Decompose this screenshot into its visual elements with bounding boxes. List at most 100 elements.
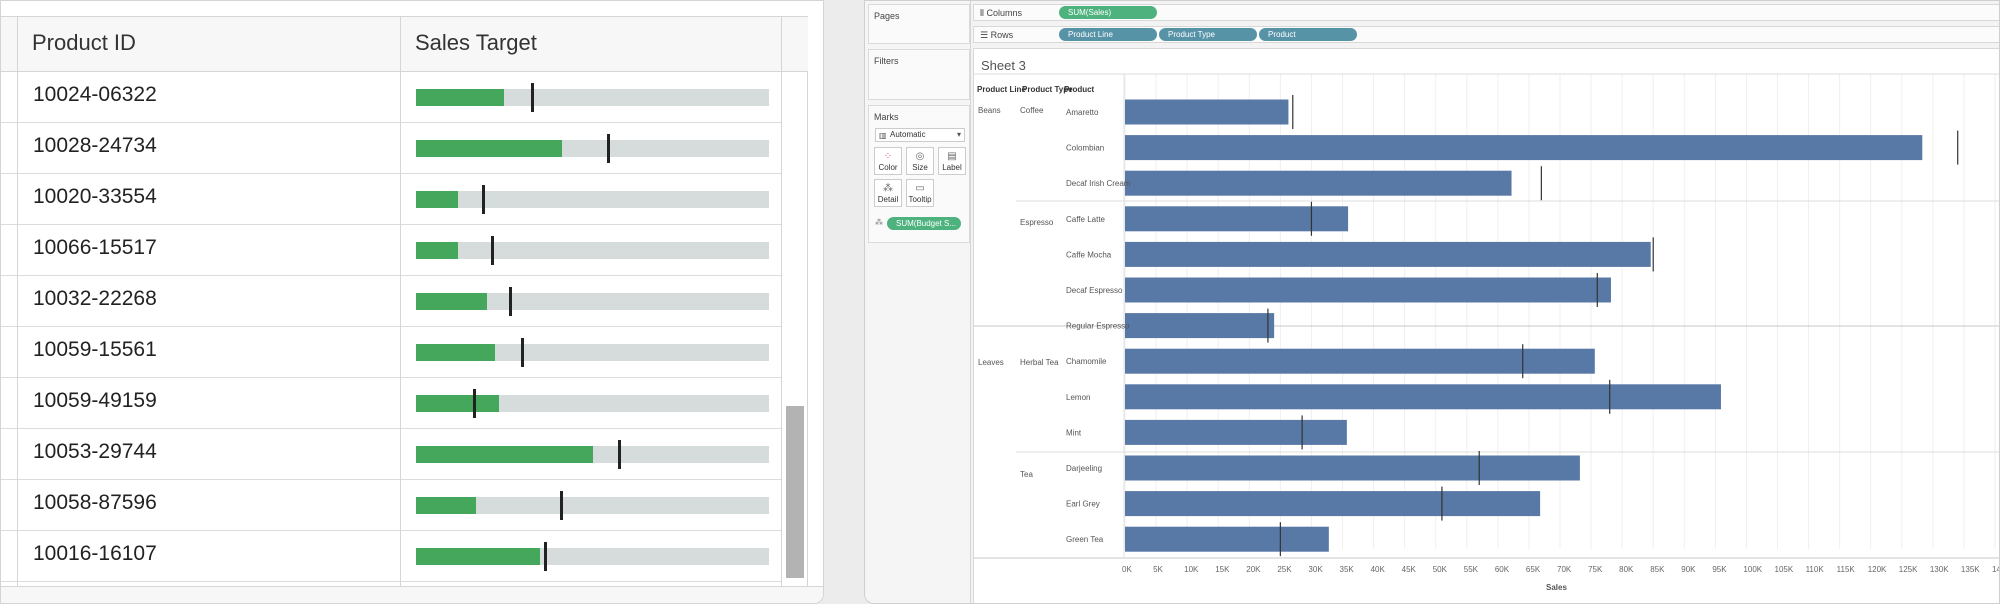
x-tick-label: 60K	[1495, 565, 1510, 574]
color-button-label: Color	[878, 163, 898, 172]
row-header-product[interactable]: Product	[1064, 85, 1095, 94]
sales-bar-chart: Amaretto Colombian Decaf Irish Cream Caffe …	[974, 73, 2000, 592]
product-id-header[interactable]: Product ID	[18, 16, 401, 72]
marks-card-title: Marks	[874, 112, 899, 122]
detail-icon: ⁂	[883, 183, 893, 194]
product-type-pill[interactable]: Product Type	[1159, 28, 1257, 41]
table-row[interactable]: 10066-15517	[1, 225, 781, 276]
filters-card-title: Filters	[874, 56, 899, 66]
x-tick-label: 80K	[1619, 565, 1634, 574]
sales-fill-bar	[416, 344, 496, 361]
row-header-product-line[interactable]: Product Line	[977, 85, 1026, 94]
product-id-header-label: Product ID	[32, 30, 136, 55]
filters-card[interactable]: Filters	[868, 49, 970, 100]
product-label: Lemon	[1066, 393, 1090, 402]
label-button-label: Label	[942, 163, 962, 172]
label-button[interactable]: ▤ Label	[938, 147, 966, 175]
table-row[interactable]: 10024-06322	[1, 72, 781, 123]
columns-shelf-label: ⦀ Columns	[980, 8, 1022, 18]
target-marker	[520, 338, 524, 367]
product-type-label: Espresso	[1020, 218, 1054, 227]
x-tick-label: 75K	[1588, 565, 1603, 574]
sales-fill-bar	[416, 140, 563, 157]
product-id-cell: 10028-24734	[33, 134, 157, 157]
column-divider	[781, 16, 782, 586]
rows-shelf-label: ☰ Rows	[980, 30, 1014, 40]
product-pill[interactable]: Product	[1259, 28, 1357, 41]
rows-shelf-text: Rows	[990, 30, 1014, 40]
vertical-scrollbar-thumb[interactable]	[786, 406, 804, 578]
table-row[interactable]: 10032-22268	[1, 276, 781, 327]
sales-fill-bar	[416, 395, 499, 412]
sales-fill-bar	[416, 293, 487, 310]
table-row[interactable]: 10016-16107	[1, 531, 781, 582]
tooltip-button[interactable]: ▭ Tooltip	[906, 179, 934, 207]
table-row[interactable]: 10058-87596	[1, 480, 781, 531]
label-icon: ▤	[947, 151, 957, 162]
sales-bar	[1125, 313, 1275, 339]
x-tick-label: 105K	[1775, 565, 1794, 574]
product-type-pill-label: Product Type	[1168, 30, 1215, 39]
column-divider	[17, 16, 18, 586]
x-tick-label: 125K	[1899, 565, 1918, 574]
size-button[interactable]: ◎ Size	[906, 147, 934, 175]
product-label: Amaretto	[1066, 108, 1099, 117]
tooltip-button-label: Tooltip	[908, 195, 932, 204]
x-tick-label: 135K	[1961, 565, 1980, 574]
target-marker	[543, 542, 547, 571]
columns-shelf[interactable]: ⦀ Columns SUM(Sales)	[973, 4, 1999, 21]
budget-sales-pill-label: SUM(Budget S...	[896, 219, 957, 228]
target-marker	[559, 491, 563, 520]
sales-fill-bar	[416, 446, 593, 463]
product-line-label: Leaves	[978, 358, 1004, 367]
table-row[interactable]: 10020-33554	[1, 174, 781, 225]
color-button[interactable]: ⁘ Color	[874, 147, 902, 175]
x-tick-label: 10K	[1184, 565, 1199, 574]
column-divider	[400, 16, 401, 586]
x-tick-label: 110K	[1806, 565, 1825, 574]
table-row[interactable]: 10053-29744	[1, 429, 781, 480]
product-id-cell: 10059-49159	[33, 389, 157, 412]
product-line-pill[interactable]: Product Line	[1059, 28, 1157, 41]
rows-shelf[interactable]: ☰ Rows Product Line Product Type Product	[973, 26, 1999, 43]
product-id-cell: 10053-29744	[33, 440, 157, 463]
row-header-product-type[interactable]: Product Type	[1022, 85, 1073, 94]
size-icon: ◎	[915, 151, 925, 162]
color-icon: ⁘	[883, 151, 893, 162]
mark-type-dropdown[interactable]: ▥ Automatic ▾	[875, 128, 965, 142]
sales-bar	[1125, 170, 1512, 196]
product-label: Caffe Mocha	[1066, 250, 1112, 259]
x-tick-label: 70K	[1557, 565, 1572, 574]
bar-chart-icon: ▥	[879, 131, 887, 140]
x-tick-label: 15K	[1215, 565, 1230, 574]
header-cell-left	[1, 16, 17, 72]
x-tick-label: 85K	[1650, 565, 1665, 574]
x-tick-label: 45K	[1402, 565, 1417, 574]
sales-target-header[interactable]: Sales Target	[401, 16, 782, 72]
sales-bar	[1125, 491, 1541, 517]
table-row[interactable]: 10059-15561	[1, 327, 781, 378]
x-axis-title: Sales	[1546, 583, 1567, 592]
tooltip-icon: ▭	[915, 183, 925, 194]
bullet-chart-track	[416, 287, 769, 316]
product-line-label: Beans	[978, 106, 1001, 115]
table-row[interactable]: 10059-49159	[1, 378, 781, 429]
sales-fill-bar	[416, 548, 540, 565]
pages-card[interactable]: Pages	[868, 4, 970, 44]
budget-sales-detail-pill[interactable]: SUM(Budget S...	[887, 217, 961, 230]
columns-shelf-text: Columns	[986, 8, 1022, 18]
product-label: Green Tea	[1066, 535, 1104, 544]
sum-sales-pill[interactable]: SUM(Sales)	[1059, 6, 1157, 19]
x-tick-label: 140K	[1992, 565, 2000, 574]
worksheet-view: Sheet 3 Product Line Product Type Produc…	[973, 48, 2000, 603]
x-tick-label: 90K	[1681, 565, 1696, 574]
sales-target-table-panel: Product ID Sales Target 10024-06322 10028…	[0, 0, 824, 604]
x-tick-label: 5K	[1153, 565, 1163, 574]
x-tick-label: 30K	[1308, 565, 1323, 574]
table-row[interactable]: 10028-24734	[1, 123, 781, 174]
sales-target-header-label: Sales Target	[415, 30, 537, 55]
size-button-label: Size	[912, 163, 928, 172]
detail-field-icon: ⁂	[875, 218, 883, 227]
detail-button[interactable]: ⁂ Detail	[874, 179, 902, 207]
sales-bar	[1125, 384, 1721, 410]
